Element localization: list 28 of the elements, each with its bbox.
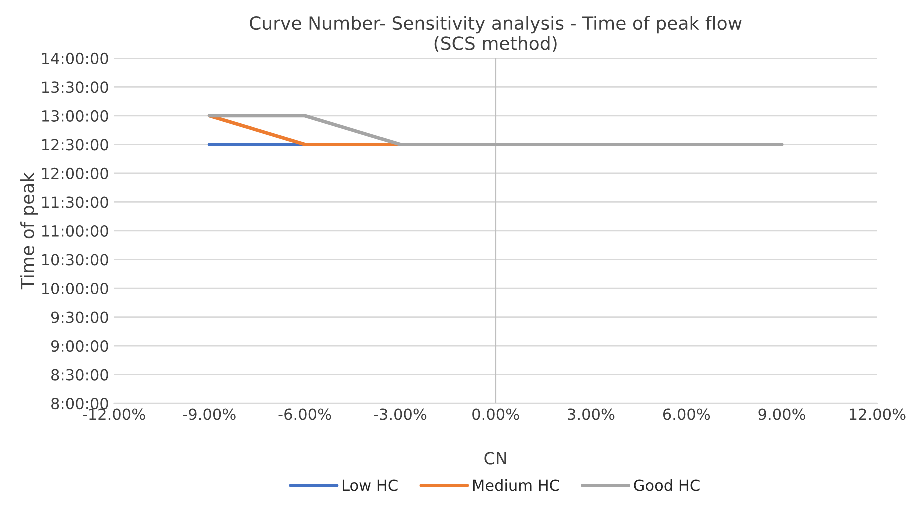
chart-title: Curve Number- Sensitivity analysis - Time of peak flow (SCS method) xyxy=(250,16,742,52)
legend-label: Low HC xyxy=(342,480,398,492)
legend-label: Good HC xyxy=(634,479,700,492)
y-axis-title: Time of peak xyxy=(20,172,38,290)
x-tick-label: -9.00% xyxy=(183,408,236,420)
x-tick-label: 9.00% xyxy=(758,408,806,420)
y-tick-label: 9:30:00 xyxy=(51,312,108,324)
legend-label: Medium HC xyxy=(473,479,560,492)
x-tick-label: -6.00% xyxy=(278,408,332,420)
x-tick-label: 0.00% xyxy=(472,408,520,420)
x-tick-label: -12.00% xyxy=(83,408,146,420)
y-tick-label: 11:00:00 xyxy=(42,225,108,238)
x-axis-title: CN xyxy=(484,452,506,465)
y-tick-label: 12:30:00 xyxy=(42,139,108,151)
x-tick-label: 6.00% xyxy=(663,408,710,420)
y-tick-label: 14:00:00 xyxy=(42,52,108,64)
y-tick-label: 8:30:00 xyxy=(52,369,108,381)
y-tick-label: 13:30:00 xyxy=(42,82,108,94)
y-tick-label: 10:00:00 xyxy=(42,282,108,295)
y-tick-label: 8:00:00 xyxy=(52,398,108,410)
x-tick-label: -3.00% xyxy=(374,408,427,420)
y-tick-label: 10:30:00 xyxy=(42,254,108,266)
y-tick-label: 11:30:00 xyxy=(42,196,108,208)
x-tick-label: 12.00% xyxy=(850,408,906,420)
y-tick-label: 9:00:00 xyxy=(51,340,108,352)
y-tick-label: 13:00:00 xyxy=(42,110,108,122)
y-tick-label: 12:00:00 xyxy=(42,168,108,180)
x-tick-label: 3.00% xyxy=(568,408,615,420)
